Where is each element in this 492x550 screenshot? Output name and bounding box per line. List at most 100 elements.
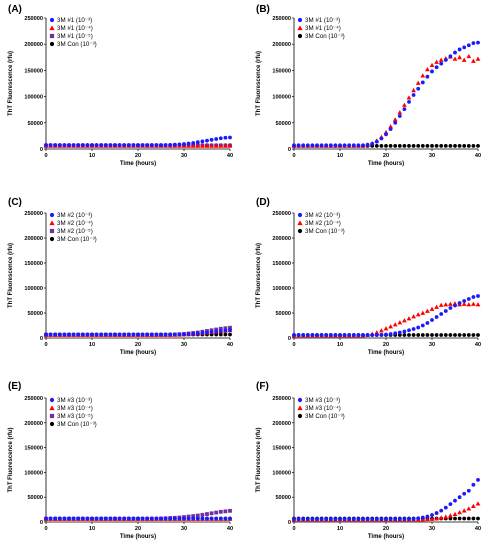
data-point <box>186 332 191 336</box>
data-point <box>466 43 471 48</box>
data-point <box>370 517 375 521</box>
data-point <box>205 138 209 143</box>
data-point <box>67 332 71 337</box>
x-tick-label: 40 <box>475 153 481 159</box>
legend-marker <box>297 220 303 226</box>
y-tick-label: 50000 <box>27 311 43 317</box>
data-point <box>420 310 426 315</box>
data-point <box>462 516 467 521</box>
x-tick-label: 30 <box>181 526 187 532</box>
data-point <box>99 332 104 337</box>
x-tick-label: 20 <box>383 526 389 532</box>
data-point <box>48 516 53 521</box>
data-point <box>416 86 421 91</box>
data-point <box>379 143 384 148</box>
legend-label: 3M Con (10⁻³) <box>57 236 97 243</box>
x-tick-label: 0 <box>44 526 47 532</box>
data-point <box>131 332 136 337</box>
data-point <box>218 326 223 331</box>
data-point <box>228 332 232 337</box>
x-tick-label: 40 <box>227 342 233 348</box>
data-point <box>85 516 90 521</box>
y-tick-label: 50000 <box>275 311 291 317</box>
legend-marker <box>49 228 55 234</box>
y-tick-label: 200000 <box>24 236 43 242</box>
data-point <box>471 482 476 487</box>
data-point <box>182 516 186 521</box>
data-point <box>407 99 411 104</box>
legend-marker <box>297 413 303 419</box>
legend-marker <box>297 25 303 31</box>
data-point <box>168 516 173 521</box>
data-point <box>223 135 228 140</box>
data-point <box>113 332 117 337</box>
data-point <box>430 69 434 74</box>
data-point <box>154 143 159 147</box>
data-point <box>223 332 228 337</box>
x-tick-label: 30 <box>181 342 187 348</box>
data-point <box>448 301 453 306</box>
y-tick-label: 0 <box>40 520 43 526</box>
data-point <box>292 143 296 148</box>
y-tick-label: 100000 <box>24 470 43 476</box>
data-point <box>103 516 108 521</box>
data-point <box>223 516 228 521</box>
data-point <box>462 333 467 337</box>
y-tick-label: 50000 <box>275 121 291 127</box>
data-point <box>296 333 301 337</box>
data-point <box>94 516 99 521</box>
series-0 <box>292 40 480 148</box>
data-point <box>476 333 480 337</box>
legend-label: 3M #3 (10⁻³) <box>57 397 92 404</box>
data-point <box>420 73 426 78</box>
x-axis-title: Time (hours) <box>368 161 404 167</box>
data-point <box>457 516 462 521</box>
data-point <box>85 143 90 147</box>
data-point <box>466 333 471 337</box>
data-point <box>117 516 122 521</box>
data-point <box>324 143 329 148</box>
data-point <box>370 141 375 146</box>
legend: 3M #3 (10⁻³)3M #3 (10⁻⁴)3M #3 (10⁻⁵)3M C… <box>49 397 97 428</box>
x-tick-label: 40 <box>227 153 233 159</box>
data-point <box>439 312 444 316</box>
data-point <box>453 50 457 55</box>
data-point <box>292 517 296 521</box>
x-axis-title: Time (hours) <box>120 534 156 540</box>
y-axis-title: ThT Fluorescence (rfu) <box>256 243 262 308</box>
data-point <box>356 333 361 337</box>
data-point <box>195 143 201 148</box>
data-point <box>53 516 58 521</box>
y-tick-label: 0 <box>40 147 43 153</box>
panel-letter: (D) <box>256 197 270 208</box>
data-point <box>328 517 333 521</box>
data-point <box>407 333 411 337</box>
data-point <box>154 516 159 521</box>
data-point <box>388 332 393 336</box>
data-point <box>117 332 122 337</box>
series-0 <box>44 516 232 521</box>
data-point <box>374 143 379 148</box>
data-point <box>342 143 347 148</box>
data-point <box>439 333 444 337</box>
data-point <box>205 516 209 521</box>
data-point <box>103 332 108 337</box>
data-point <box>402 102 407 107</box>
data-point <box>397 517 402 521</box>
data-point <box>228 516 232 521</box>
data-point <box>379 136 384 141</box>
data-point <box>126 516 131 521</box>
data-point <box>301 333 306 337</box>
data-point <box>76 516 81 521</box>
data-point <box>214 137 219 141</box>
data-point <box>209 143 214 148</box>
y-tick-label: 200000 <box>272 42 291 48</box>
data-point <box>425 321 430 325</box>
x-tick-label: 20 <box>383 342 389 348</box>
data-point <box>223 509 228 514</box>
legend-marker <box>297 228 303 234</box>
data-point <box>172 516 177 521</box>
data-point <box>136 516 140 521</box>
data-point <box>99 143 104 147</box>
data-point <box>453 143 457 148</box>
